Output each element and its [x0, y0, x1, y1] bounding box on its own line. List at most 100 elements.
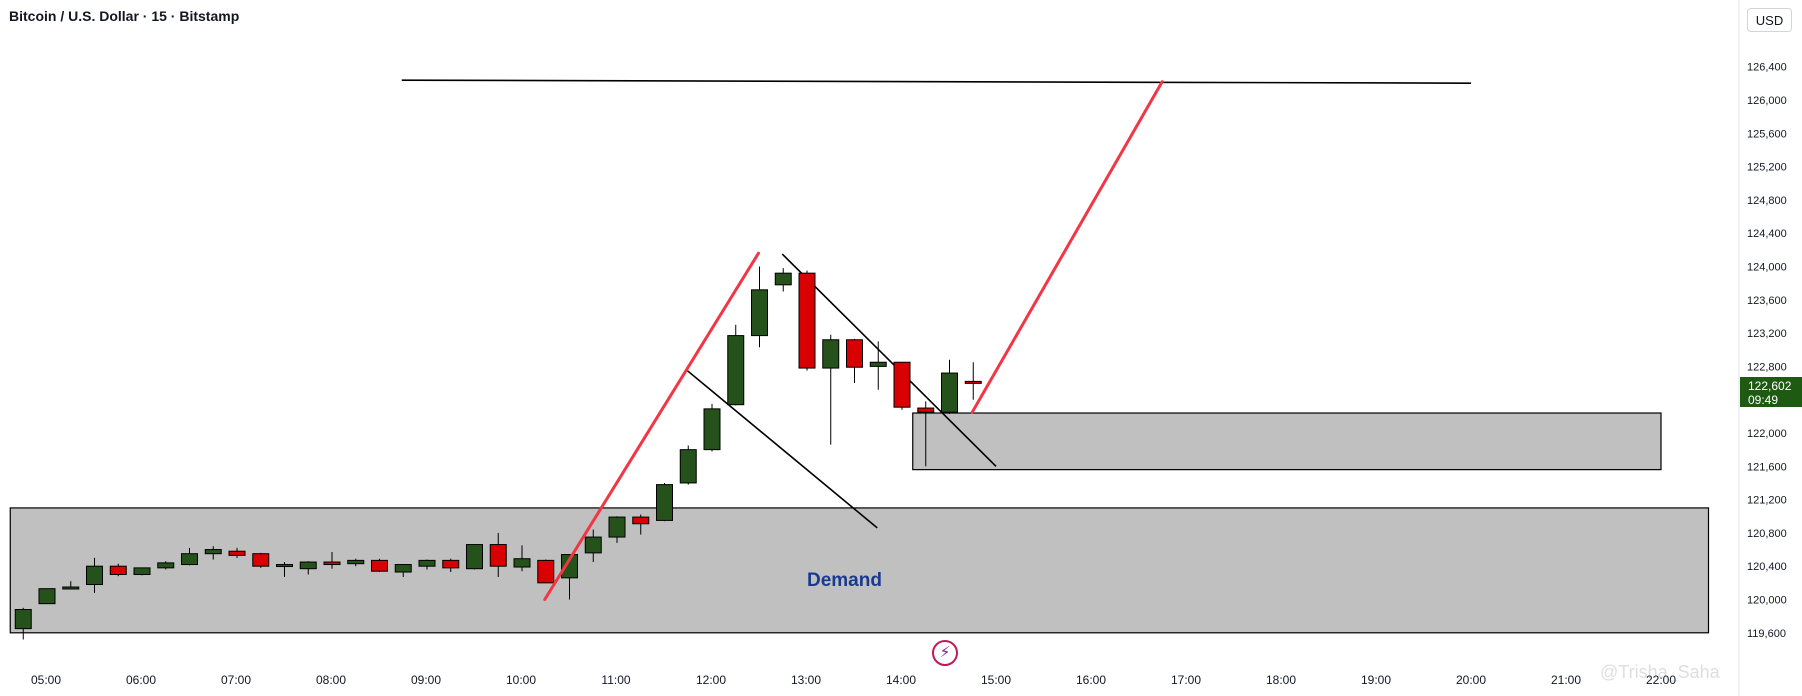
candle	[109, 563, 127, 577]
time-tick-label: 16:00	[1076, 673, 1106, 687]
price-axis: 126,400 126,000 125,600 125,200 124,800 124,4…	[1747, 62, 1787, 640]
candle	[869, 341, 887, 390]
candle	[537, 559, 555, 584]
time-tick-label: 19:00	[1361, 673, 1391, 687]
candle-body	[133, 567, 151, 576]
candle-body	[656, 484, 673, 521]
candle-body	[822, 339, 840, 369]
candle-body	[679, 449, 697, 484]
candle-body	[299, 561, 317, 570]
candle-body	[513, 558, 531, 568]
candle	[204, 546, 222, 560]
candle-body	[14, 608, 32, 630]
candle-body	[561, 554, 578, 579]
time-tick-label: 22:00	[1646, 673, 1676, 687]
candle-body	[869, 361, 887, 367]
watermark-text: @Trisha_Saha	[1600, 662, 1720, 682]
candle-body	[751, 289, 768, 337]
price-tick-label: 123,200	[1747, 328, 1787, 340]
last-price-tag: 122,602 09:49	[1740, 377, 1802, 407]
time-tick-label: 05:00	[31, 673, 61, 687]
candle	[584, 529, 602, 563]
candle-body	[584, 536, 602, 554]
candle	[418, 559, 436, 570]
time-tick-label: 13:00	[791, 673, 821, 687]
candle-body	[62, 586, 80, 590]
candle-body	[941, 372, 958, 413]
candle	[38, 588, 56, 605]
candle-body	[893, 361, 911, 408]
candle-body	[632, 516, 650, 525]
candle	[513, 545, 531, 572]
candle-body	[917, 407, 935, 413]
candle-body	[157, 562, 175, 569]
projection-line-0	[543, 251, 760, 601]
time-tick-label: 20:00	[1456, 673, 1486, 687]
drawing-lines-layer	[401, 79, 1472, 529]
candle-body	[774, 272, 792, 286]
candle	[608, 516, 626, 543]
price-tick-label: 126,400	[1747, 62, 1787, 74]
candle	[157, 561, 175, 570]
time-tick-label: 14:00	[886, 673, 916, 687]
candle	[466, 544, 483, 570]
candle-body	[252, 553, 270, 567]
candle	[489, 532, 507, 578]
candle-body	[323, 561, 341, 566]
time-tick-label: 18:00	[1266, 673, 1296, 687]
candle	[893, 361, 911, 410]
candle	[917, 401, 935, 467]
candle	[62, 581, 80, 590]
candle-body	[846, 339, 863, 368]
time-tick-label: 07:00	[221, 673, 251, 687]
candle	[822, 334, 840, 445]
price-tick-label: 120,000	[1747, 595, 1787, 607]
candle	[846, 338, 863, 384]
candle-body	[38, 588, 56, 605]
candle-body	[394, 564, 412, 573]
price-tick-label: 124,400	[1747, 228, 1787, 240]
price-tick-label: 125,600	[1747, 128, 1787, 140]
bar-countdown: 09:49	[1748, 393, 1779, 407]
lightning-circle-icon[interactable]: ⚡	[932, 640, 958, 666]
candle	[14, 607, 32, 640]
candle-body	[608, 516, 626, 538]
candle-body	[276, 564, 293, 568]
time-tick-label: 10:00	[506, 673, 536, 687]
candle-body	[418, 559, 436, 567]
symbol-title[interactable]: Bitcoin / U.S. Dollar · 15 · Bitstamp	[9, 8, 240, 24]
candle	[964, 362, 982, 400]
candle	[276, 562, 293, 578]
time-tick-label: 15:00	[981, 673, 1011, 687]
candle-body	[228, 550, 246, 556]
candle	[86, 557, 103, 593]
candle	[181, 547, 198, 566]
price-tick-label: 124,000	[1747, 262, 1787, 274]
candle	[679, 445, 697, 485]
candle-body	[181, 553, 198, 566]
candle	[347, 558, 365, 567]
currency-button[interactable]: USD	[1747, 8, 1792, 32]
candle-body	[347, 559, 365, 565]
candle	[228, 547, 246, 558]
price-tick-label: 123,600	[1747, 295, 1787, 307]
price-tick-label: 120,400	[1747, 561, 1787, 573]
candle-body	[371, 559, 388, 572]
zones-layer	[9, 412, 1710, 634]
time-tick-label: 06:00	[126, 673, 156, 687]
time-tick-label: 08:00	[316, 673, 346, 687]
price-tick-label: 119,600	[1747, 628, 1786, 640]
candle-body	[86, 565, 103, 586]
price-tick-label: 120,800	[1747, 528, 1787, 540]
target-horizontal-line	[401, 79, 1472, 84]
candle	[656, 482, 673, 522]
candle	[703, 403, 721, 452]
price-tick-label: 122,000	[1747, 428, 1787, 440]
projection-line-1	[970, 80, 1164, 414]
time-tick-label: 11:00	[601, 673, 630, 687]
projection-layer	[543, 80, 1164, 601]
candle-body	[109, 565, 127, 576]
candle	[371, 558, 388, 573]
candle	[751, 266, 768, 348]
